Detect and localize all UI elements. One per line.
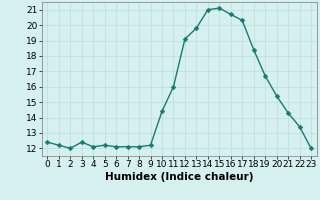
X-axis label: Humidex (Indice chaleur): Humidex (Indice chaleur) bbox=[105, 172, 253, 182]
